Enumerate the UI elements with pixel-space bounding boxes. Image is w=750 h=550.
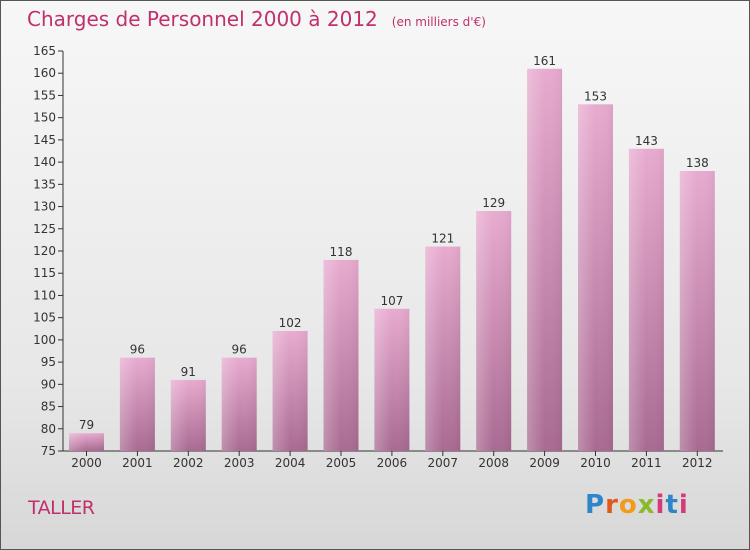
bar-value-label: 153	[584, 89, 607, 103]
y-tick-label: 90	[41, 377, 56, 391]
y-tick-label: 105	[33, 311, 56, 325]
y-tick-label: 80	[41, 422, 56, 436]
logo-letter: r	[605, 490, 619, 520]
bar-value-label: 129	[482, 196, 505, 210]
bar-highlight	[221, 357, 257, 451]
bar-highlight	[679, 171, 715, 451]
bar-value-label: 91	[181, 365, 196, 379]
x-tick-label: 2004	[275, 456, 306, 470]
y-tick-label: 150	[33, 111, 56, 125]
bar-value-label: 79	[79, 418, 94, 432]
y-tick-label: 160	[33, 66, 56, 80]
y-tick-label: 135	[33, 177, 56, 191]
y-tick-label: 165	[33, 44, 56, 58]
y-tick-label: 145	[33, 133, 56, 147]
logo-letter: i	[655, 490, 666, 520]
bar-value-label: 138	[686, 156, 709, 170]
bar-value-label: 102	[279, 316, 302, 330]
bar-value-label: 143	[635, 134, 658, 148]
bar-highlight	[374, 308, 410, 451]
bar-highlight	[119, 357, 155, 451]
logo-letter: o	[618, 490, 638, 520]
bar-highlight	[69, 433, 104, 451]
x-tick-label: 2000	[71, 456, 102, 470]
bars: 79 96 91 96 102 118 107 121 129 161 153 143 138	[69, 54, 715, 452]
axes: 75 80 85 90 95 100 105 110 115 120 125 130 135 140 145…	[33, 44, 723, 470]
x-tick-label: 2010	[580, 456, 611, 470]
logo-letter: i	[678, 490, 689, 520]
bar-highlight	[272, 331, 308, 451]
chart-title: Charges de Personnel 2000 à 2012 (en mill…	[27, 7, 486, 31]
logo-letter: t	[665, 490, 679, 520]
bar-highlight	[323, 259, 359, 451]
bar-highlight	[170, 379, 206, 451]
y-tick-label: 140	[33, 155, 56, 169]
bar-highlight	[425, 246, 461, 451]
bar-value-label: 96	[232, 343, 247, 357]
bar-value-label: 121	[431, 232, 454, 246]
x-tick-label: 2011	[631, 456, 662, 470]
bar-value-label: 107	[380, 294, 403, 308]
x-tick-label: 2007	[428, 456, 459, 470]
y-tick-label: 155	[33, 88, 56, 102]
logo-letter: x	[637, 490, 656, 520]
x-tick-label: 2003	[224, 456, 255, 470]
x-tick-label: 2005	[326, 456, 357, 470]
logo-letter: P	[585, 490, 606, 520]
x-tick-label: 2009	[529, 456, 560, 470]
y-tick-label: 100	[33, 333, 56, 347]
y-tick-label: 75	[41, 444, 56, 458]
x-tick-label: 2008	[478, 456, 509, 470]
bar-value-label: 161	[533, 54, 556, 68]
y-tick-label: 110	[33, 288, 56, 302]
chart-title-text: Charges de Personnel 2000 à 2012	[27, 7, 378, 31]
bar-value-label: 96	[130, 343, 145, 357]
commune-name: TALLER	[28, 497, 95, 519]
x-tick-label: 2002	[173, 456, 204, 470]
bar-highlight	[527, 68, 563, 452]
proxiti-logo[interactable]: Proxiti	[585, 490, 689, 520]
y-tick-label: 130	[33, 200, 56, 214]
x-tick-label: 2001	[122, 456, 153, 470]
bar-highlight	[628, 148, 664, 451]
y-tick-label: 120	[33, 244, 56, 258]
y-tick-label: 95	[41, 355, 56, 369]
y-tick-label: 125	[33, 222, 56, 236]
x-tick-label: 2006	[377, 456, 408, 470]
bar-value-label: 118	[330, 245, 353, 259]
chart-subtitle: (en milliers d'€)	[391, 15, 486, 29]
bar-highlight	[476, 211, 512, 451]
x-tick-label: 2012	[682, 456, 713, 470]
y-tick-label: 85	[41, 400, 56, 414]
y-tick-label: 115	[33, 266, 56, 280]
bar-highlight	[578, 104, 613, 451]
